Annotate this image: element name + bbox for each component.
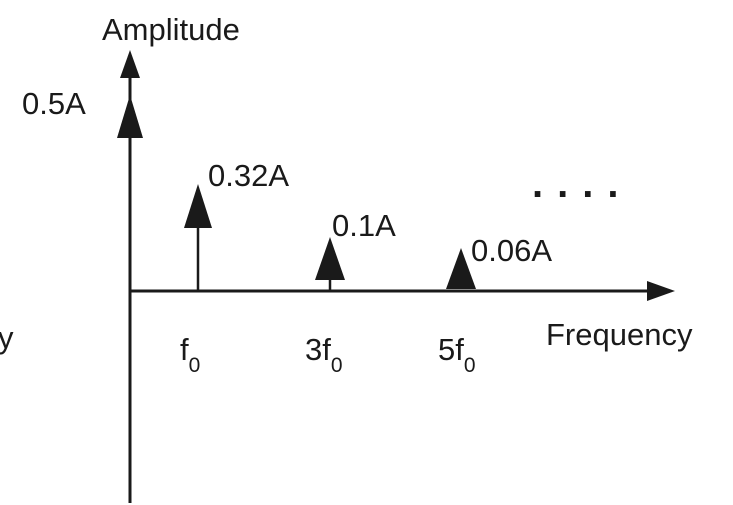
impulse-3-frequency-subscript: 0 — [331, 354, 343, 377]
impulse-1-arrowhead — [184, 184, 212, 228]
impulse-3-frequency-label: 3f0 — [305, 332, 343, 377]
x-axis-arrowhead — [647, 281, 675, 301]
x-axis-label: Frequency — [546, 317, 693, 352]
impulse-1-amplitude-label: 0.32A — [208, 158, 289, 193]
y-axis-label: Amplitude — [102, 12, 240, 47]
impulse-5-amplitude-label: 0.06A — [471, 233, 552, 268]
impulse-1-frequency-text: f — [180, 332, 189, 367]
impulse-5-arrowhead — [446, 248, 476, 289]
impulse-5-frequency-label: 5f0 — [438, 332, 476, 377]
impulse-3-amplitude-label: 0.1A — [332, 208, 396, 243]
continuation-dots: .... — [532, 162, 632, 206]
left-edge-fragment: y — [0, 320, 14, 355]
impulse-5-frequency-text: 5f — [438, 332, 464, 367]
impulse-5-frequency-subscript: 0 — [464, 354, 476, 377]
impulse-1-frequency-label: f0 — [180, 332, 200, 377]
y-axis-arrowhead — [120, 50, 140, 78]
impulse-0-arrowhead — [117, 95, 143, 138]
impulse-1-frequency-subscript: 0 — [189, 354, 201, 377]
impulse-3-frequency-text: 3f — [305, 332, 331, 367]
impulse-3-arrowhead — [315, 237, 345, 280]
impulse-0-amplitude-label: 0.5A — [22, 86, 86, 121]
